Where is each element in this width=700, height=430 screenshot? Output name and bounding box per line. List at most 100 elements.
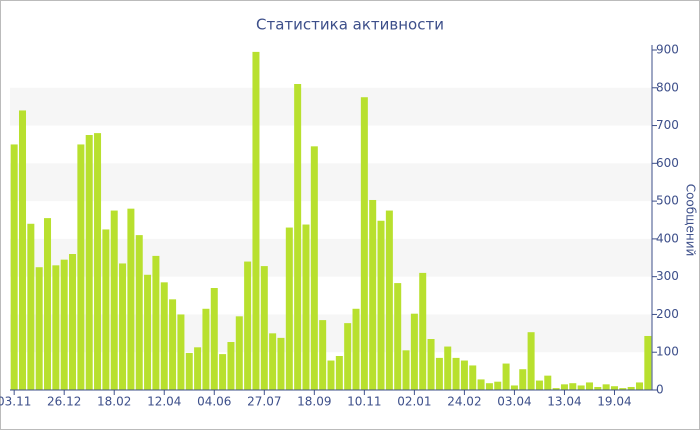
y-tick-label: 100 [656, 345, 679, 359]
bar [177, 314, 185, 390]
bar [519, 369, 527, 390]
bar [460, 360, 468, 390]
x-tick-label: 24.02 [447, 395, 481, 409]
bar [27, 223, 35, 390]
bar [152, 255, 160, 390]
bar [585, 382, 593, 390]
x-tick-label: 18.09 [297, 395, 331, 409]
bar [319, 320, 327, 390]
bar [302, 224, 310, 390]
bar [260, 266, 268, 390]
bar [294, 84, 302, 390]
grid-band [10, 163, 652, 202]
bar [77, 144, 85, 390]
bar [335, 356, 343, 390]
bar [160, 282, 168, 390]
bar [244, 261, 252, 390]
chart-title: Статистика активности [256, 16, 444, 34]
bar [527, 332, 535, 390]
bar [494, 381, 502, 390]
y-tick-label: 0 [656, 383, 664, 397]
bar [44, 218, 52, 390]
bar [452, 357, 460, 390]
y-tick-label: 900 [656, 43, 679, 57]
bar [52, 265, 60, 390]
x-tick-label: 26.12 [47, 395, 81, 409]
bar [69, 254, 77, 390]
bar [644, 335, 652, 390]
y-tick-label: 500 [656, 194, 679, 208]
bar [19, 110, 27, 390]
bar [569, 383, 577, 390]
bar [35, 267, 43, 390]
bar [269, 333, 277, 390]
bar [10, 144, 18, 390]
bar [360, 97, 368, 390]
bar [610, 386, 618, 390]
bar [485, 383, 493, 390]
bar [377, 220, 385, 390]
bar [127, 208, 135, 390]
x-tick-label: 19.04 [597, 395, 631, 409]
bar [419, 272, 427, 390]
bar [119, 263, 127, 390]
x-tick-label: 03.04 [497, 395, 531, 409]
bar [185, 352, 193, 390]
bar [594, 386, 602, 390]
bar [577, 385, 585, 390]
y-axis-title: Сообщений [684, 184, 698, 257]
bar [510, 385, 518, 390]
bar [169, 299, 177, 390]
bar [435, 357, 443, 390]
bar [410, 313, 418, 390]
grid-band [10, 87, 652, 126]
bar [60, 259, 68, 390]
bar [285, 227, 293, 390]
bar [535, 380, 543, 390]
bar [627, 386, 635, 390]
x-tick-label: 18.02 [97, 395, 131, 409]
x-tick-label: 13.04 [547, 395, 581, 409]
bar [560, 384, 568, 390]
bar [344, 323, 352, 390]
bar [102, 229, 110, 390]
bar [327, 360, 335, 390]
y-tick-label: 400 [656, 231, 679, 245]
bar [202, 308, 210, 390]
bar [194, 347, 202, 390]
bar [402, 350, 410, 390]
bar [219, 354, 227, 390]
bar [444, 346, 452, 390]
x-tick-label: 12.04 [147, 395, 181, 409]
bar [277, 337, 285, 390]
bar [544, 375, 552, 390]
bar [635, 382, 643, 390]
bar [619, 388, 627, 390]
bar [385, 210, 393, 390]
y-tick-label: 600 [656, 156, 679, 170]
bar [369, 199, 377, 390]
bar [210, 288, 218, 390]
x-tick-label: 02.01 [397, 395, 431, 409]
bar [135, 235, 143, 390]
bar [144, 274, 152, 390]
bar [469, 365, 477, 390]
bar [427, 339, 435, 390]
y-tick-label: 800 [656, 80, 679, 94]
y-tick-label: 300 [656, 269, 679, 283]
x-tick-label: 03.11 [0, 395, 31, 409]
bar [85, 135, 93, 390]
bar [310, 146, 318, 390]
bar [352, 308, 360, 390]
y-tick-label: 700 [656, 118, 679, 132]
bar [394, 283, 402, 390]
bar [477, 379, 485, 390]
x-tick-label: 04.06 [197, 395, 231, 409]
bar [502, 363, 510, 390]
bar [252, 51, 260, 391]
bar [227, 342, 235, 390]
bar [110, 210, 118, 390]
y-tick-label: 200 [656, 307, 679, 321]
bar [552, 388, 560, 390]
